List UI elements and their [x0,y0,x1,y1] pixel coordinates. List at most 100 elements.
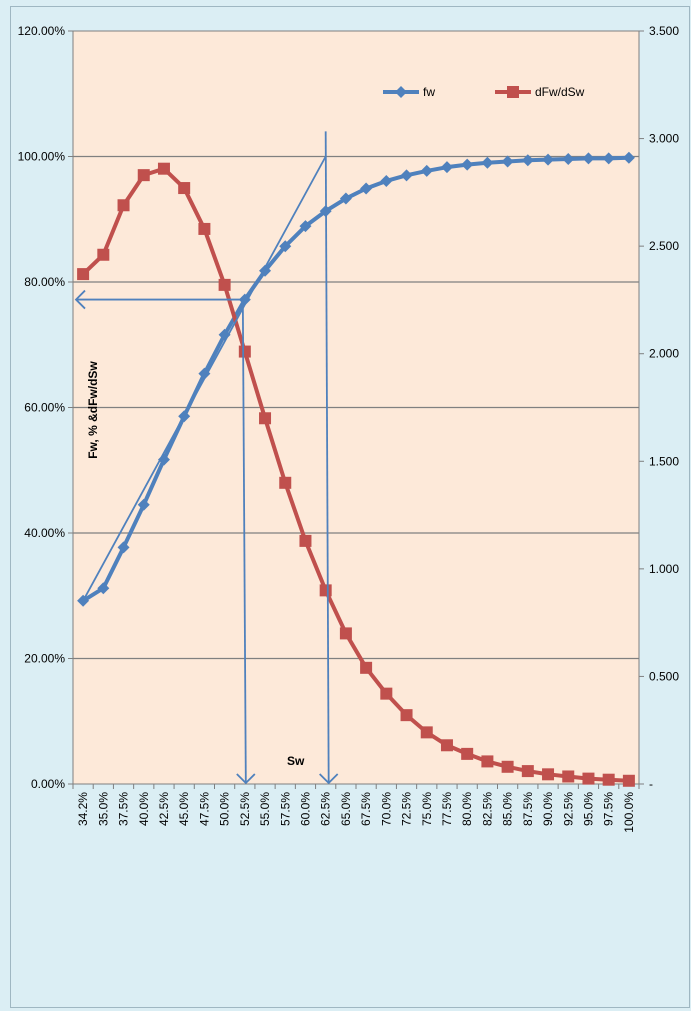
x-tick-label: 97.5% [602,792,616,826]
x-tick-label: 34.2% [76,792,90,826]
data-point-square [137,169,150,182]
vertical-arrow-line [241,299,247,784]
x-tick-label: 55.0% [258,792,272,826]
data-point-square [380,687,393,700]
x-tick-label: 47.5% [197,792,211,826]
legend-label-0: fw [423,85,435,99]
x-tick-label: 95.0% [581,792,595,826]
left-tick-label: 40.00% [24,526,65,540]
vertical-arrow-line [324,131,330,784]
series-layer [77,151,635,787]
vertical-arrow-head [319,773,339,785]
x-tick-label: 37.5% [117,792,131,826]
annotation-layer [74,131,339,785]
data-point-diamond [562,153,575,166]
data-point-diamond [198,367,211,380]
data-point-diamond [501,155,514,168]
left-tick-label: 20.00% [24,652,65,666]
x-tick-label: 70.0% [379,792,393,826]
x-tick-label: 50.0% [218,792,232,826]
legend-marker-diamond [395,86,407,98]
data-point-diamond [259,264,272,277]
data-point-diamond [137,498,150,511]
series-line-0 [82,155,629,603]
data-point-square [319,584,332,597]
data-point-square [238,345,251,358]
left-tick-label: 80.00% [24,275,65,289]
right-axis-ticks: - 0.500 1.000 1.500 2.000 2.500 3.000 3.500 [639,24,679,791]
right-tick-label: 1.000 [649,562,679,576]
horizontal-arrow-head [74,289,86,310]
x-tick-label: 87.5% [521,792,535,826]
data-point-diamond [279,240,292,253]
data-point-square [117,199,130,212]
left-axis-ticks: 0.00% 20.00% 40.00% 60.00% 80.00% 100.00% 120.… [18,24,66,791]
right-tick-label: 3.000 [649,132,679,146]
x-tick-label: 45.0% [177,792,191,826]
x-tick-label: 62.5% [319,792,333,826]
series-line-1 [81,166,629,783]
legend-marker-square [507,86,519,98]
x-axis-ticks: 34.2% 35.0% 37.5% 40.0% 42.5% 45.0% 47.5% 50.0%… [72,784,640,833]
data-point-square [440,739,453,752]
right-tick-label: - [649,777,653,791]
data-point-square [400,709,413,722]
right-tick-label: 2.500 [649,239,679,253]
x-tick-label: 90.0% [541,792,555,826]
legend: fw dFw/dSw [383,85,585,99]
x-tick-label: 72.5% [400,792,414,826]
data-point-square [178,182,191,195]
data-point-diamond [380,174,393,187]
data-point-square [461,747,474,760]
x-tick-label: 80.0% [460,792,474,826]
data-point-square [582,772,595,785]
x-tick-label: 75.0% [420,792,434,826]
legend-label-1: dFw/dSw [535,85,585,99]
data-point-square [622,774,635,787]
x-axis-title: Sw [287,754,305,768]
data-point-diamond [117,541,130,554]
x-tick-label: 65.0% [339,792,353,826]
data-point-diamond [400,169,413,182]
data-point-diamond [339,192,352,205]
left-tick-label: 120.00% [18,24,66,38]
tangent-line [82,156,327,602]
x-tick-label: 57.5% [278,792,292,826]
x-tick-label: 85.0% [501,792,515,826]
x-tick-label: 42.5% [157,792,171,826]
data-point-square [542,768,555,781]
x-tick-label: 100.0% [622,792,636,833]
data-point-square [279,476,292,489]
data-point-square [602,773,615,786]
x-tick-label: 40.0% [137,792,151,826]
data-point-square [521,765,534,778]
right-tick-label: 1.500 [649,454,679,468]
left-tick-label: 0.00% [31,777,65,791]
data-point-square [218,278,231,291]
x-tick-label: 82.5% [480,792,494,826]
data-point-diamond [299,220,312,233]
x-tick-label: 60.0% [298,792,312,826]
left-tick-label: 100.00% [18,150,66,164]
data-point-square [198,222,211,235]
right-tick-label: 0.500 [649,669,679,683]
x-tick-label: 67.5% [359,792,373,826]
data-point-square [360,661,373,674]
chart-svg: 0.00% 20.00% 40.00% 60.00% 80.00% 100.00% 120.… [18,24,680,833]
x-tick-label: 92.5% [561,792,575,826]
data-point-square [420,726,433,739]
data-point-diamond [602,152,615,165]
vertical-arrow-head [236,773,256,785]
data-point-diamond [542,153,555,166]
data-point-square [562,770,575,783]
data-point-square [77,268,90,281]
data-point-diamond [461,158,474,171]
data-point-diamond [582,152,595,165]
data-point-square [481,755,494,768]
right-tick-label: 3.500 [649,24,679,38]
data-point-square [501,760,514,773]
x-tick-label: 52.5% [238,792,252,826]
data-point-diamond [360,182,373,195]
data-point-diamond [97,582,110,595]
data-point-square [157,162,170,175]
